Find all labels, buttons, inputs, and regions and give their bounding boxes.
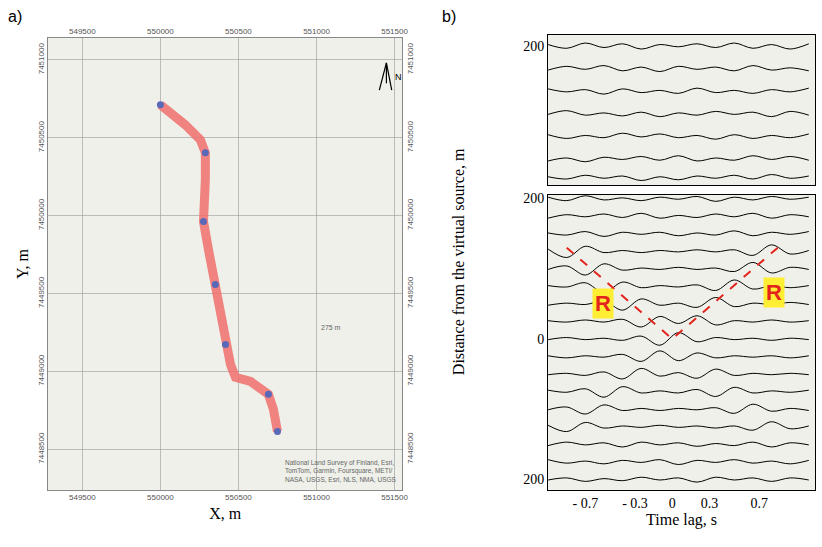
svg-text:N: N [395, 72, 402, 82]
svg-text:R: R [766, 280, 782, 305]
svg-text:7449000: 7449000 [406, 354, 415, 386]
svg-text:Time lag, s: Time lag, s [646, 511, 717, 529]
svg-text:7449500: 7449500 [406, 276, 415, 308]
svg-text:Y, m: Y, m [14, 248, 31, 278]
svg-text:551000: 551000 [303, 27, 330, 36]
svg-text:b): b) [442, 8, 456, 25]
svg-text:551500: 551500 [381, 493, 408, 502]
svg-text:Distance from the virtual sour: Distance from the virtual source, m [450, 148, 467, 375]
svg-text:7451000: 7451000 [406, 43, 415, 75]
svg-text:550500: 550500 [225, 27, 252, 36]
svg-text:550500: 550500 [225, 493, 252, 502]
svg-text:275 m: 275 m [321, 324, 341, 331]
svg-text:7448500: 7448500 [406, 432, 415, 464]
svg-text:200: 200 [523, 472, 544, 487]
svg-text:0: 0 [537, 332, 544, 347]
svg-text:R: R [595, 291, 611, 316]
svg-text:X, m: X, m [209, 505, 242, 522]
svg-text:7450000: 7450000 [37, 198, 46, 230]
svg-text:550000: 550000 [147, 27, 174, 36]
svg-text:200: 200 [523, 39, 544, 54]
svg-text:0.7: 0.7 [750, 496, 768, 511]
svg-text:550000: 550000 [147, 493, 174, 502]
svg-text:7451000: 7451000 [37, 43, 46, 75]
svg-text:National Land Survey of Finlan: National Land Survey of Finland, Esri,To… [285, 459, 397, 483]
svg-text:- 0.7: - 0.7 [572, 496, 598, 511]
svg-text:0.3: 0.3 [701, 496, 719, 511]
svg-text:0: 0 [669, 496, 676, 511]
svg-text:7449500: 7449500 [37, 276, 46, 308]
svg-text:7450500: 7450500 [37, 120, 46, 152]
svg-text:551500: 551500 [381, 27, 408, 36]
svg-text:- 0.3: - 0.3 [622, 496, 648, 511]
svg-text:7450500: 7450500 [406, 120, 415, 152]
svg-text:7448500: 7448500 [37, 432, 46, 464]
svg-text:549500: 549500 [69, 27, 96, 36]
svg-text:200: 200 [523, 191, 544, 206]
svg-text:549500: 549500 [69, 493, 96, 502]
svg-text:a): a) [8, 8, 22, 25]
svg-text:7450000: 7450000 [406, 198, 415, 230]
svg-text:551000: 551000 [303, 493, 330, 502]
svg-text:7449000: 7449000 [37, 354, 46, 386]
